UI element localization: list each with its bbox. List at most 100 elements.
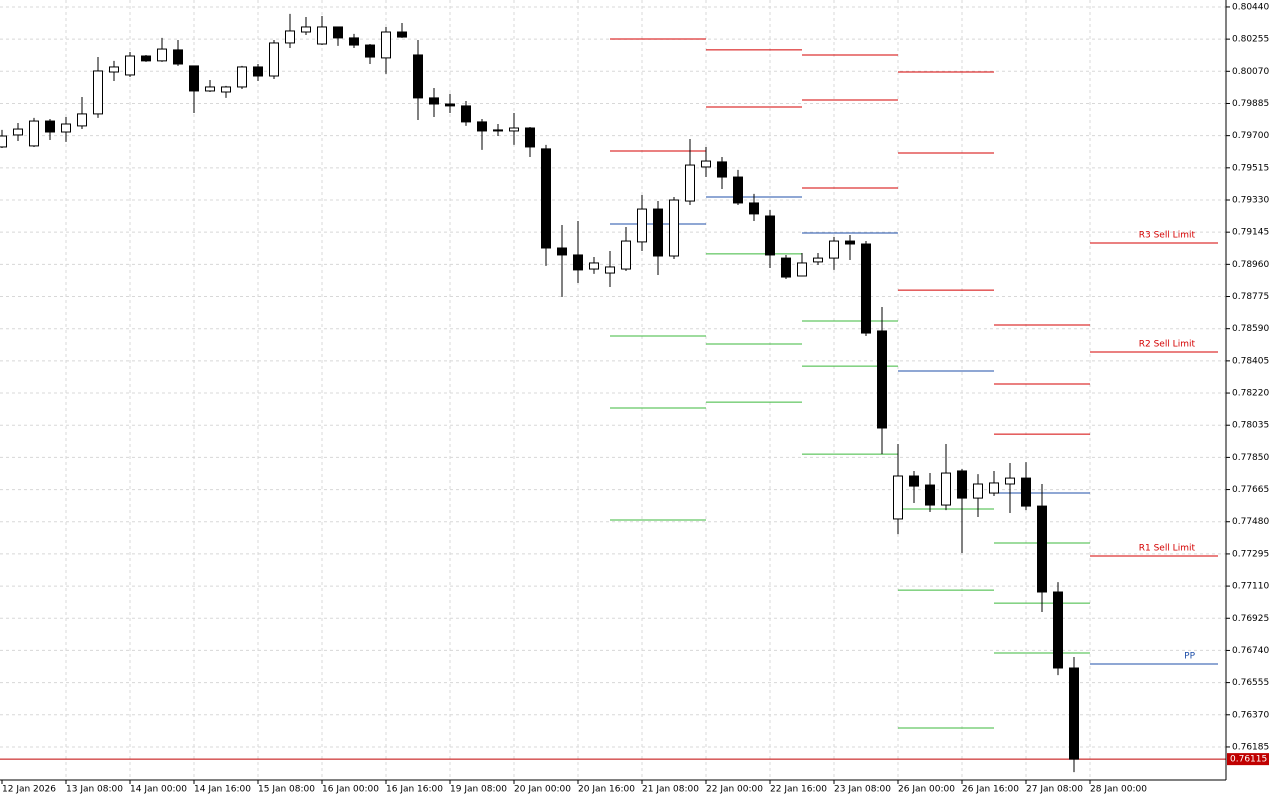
candle-body — [157, 48, 167, 62]
y-tick-label: 0.77850 — [1232, 453, 1269, 463]
candle-body — [253, 66, 263, 77]
candle-body — [1069, 667, 1079, 760]
candle-body — [141, 55, 151, 62]
x-tick-label: 21 Jan 08:00 — [642, 785, 699, 795]
candle-body — [541, 148, 551, 249]
candle-body — [781, 257, 791, 278]
x-tick-label: 22 Jan 16:00 — [770, 785, 827, 795]
candle-body — [1021, 477, 1031, 507]
y-tick-label: 0.79515 — [1232, 163, 1269, 173]
candle-body — [589, 262, 599, 270]
candle-body — [61, 123, 71, 133]
y-tick-label: 0.77295 — [1232, 549, 1269, 559]
x-tick-label: 16 Jan 00:00 — [322, 785, 379, 795]
candle-body — [557, 247, 567, 256]
candle-body — [77, 113, 87, 127]
candle-body — [189, 65, 199, 92]
candle-body — [397, 31, 407, 38]
candle-body — [845, 240, 855, 245]
x-tick-label: 26 Jan 00:00 — [898, 785, 955, 795]
y-tick-label: 0.76370 — [1232, 710, 1269, 720]
y-tick-label: 0.76555 — [1232, 678, 1269, 688]
candle-body — [413, 54, 423, 99]
candle-body — [269, 42, 279, 77]
current-price-tag — [1227, 753, 1269, 766]
y-tick-label: 0.79700 — [1232, 131, 1269, 141]
y-tick-label: 0.78405 — [1232, 356, 1269, 366]
x-tick-label: 19 Jan 08:00 — [450, 785, 507, 795]
candle-body — [861, 243, 871, 334]
candle-body — [749, 202, 759, 215]
candle-body — [925, 484, 935, 506]
candle-body — [765, 215, 775, 256]
y-tick-label: 0.80070 — [1232, 67, 1269, 77]
candle-body — [285, 30, 295, 44]
candle-body — [381, 31, 391, 59]
current-price-label: 0.76115 — [1230, 755, 1267, 765]
candle-body — [109, 66, 119, 73]
candle-body — [621, 240, 631, 270]
candle-body — [461, 105, 471, 123]
candle-body — [893, 475, 903, 520]
candle-body — [957, 470, 967, 499]
candle-body — [445, 103, 455, 107]
y-tick-label: 0.77110 — [1232, 582, 1269, 592]
pivot-label: PP — [1184, 652, 1195, 662]
candle-body — [477, 121, 487, 132]
candle-body — [701, 160, 711, 168]
y-tick-label: 0.79145 — [1232, 228, 1269, 238]
candle-body — [1037, 505, 1047, 593]
candle-body — [29, 120, 39, 147]
candle-body — [365, 44, 375, 58]
candle-body — [237, 66, 247, 88]
y-tick-label: 0.76185 — [1232, 742, 1269, 752]
candle-body — [1005, 477, 1015, 485]
candle-body — [205, 86, 215, 92]
y-tick-label: 0.79885 — [1232, 99, 1269, 109]
candle-body — [173, 49, 183, 65]
candle-body — [605, 266, 615, 274]
x-tick-label: 20 Jan 00:00 — [514, 785, 571, 795]
pivot-label: R1 Sell Limit — [1139, 544, 1196, 554]
candle-body — [493, 129, 503, 132]
candle-body — [93, 70, 103, 115]
y-tick-label: 0.78960 — [1232, 260, 1269, 270]
candle-body — [733, 176, 743, 204]
candle-body — [813, 257, 823, 263]
candle-body — [573, 254, 583, 271]
candle-body — [829, 240, 839, 259]
y-tick-label: 0.77665 — [1232, 485, 1269, 495]
candle-body — [429, 97, 439, 105]
candle-body — [525, 127, 535, 148]
y-tick-label: 0.80255 — [1232, 35, 1269, 45]
y-tick-label: 0.79330 — [1232, 196, 1269, 206]
candle-body — [509, 127, 519, 132]
candle-body — [13, 128, 23, 136]
x-tick-label: 23 Jan 08:00 — [834, 785, 891, 795]
x-tick-label: 15 Jan 08:00 — [258, 785, 315, 795]
pivot-label: R3 Sell Limit — [1139, 230, 1196, 240]
x-tick-label: 28 Jan 00:00 — [1090, 785, 1147, 795]
x-tick-label: 14 Jan 16:00 — [194, 785, 251, 795]
x-tick-label: 20 Jan 16:00 — [578, 785, 635, 795]
candle-body — [637, 208, 647, 243]
candle-body — [877, 330, 887, 429]
candle-body — [941, 472, 951, 506]
candle-body — [317, 26, 327, 45]
y-tick-label: 0.76740 — [1232, 646, 1269, 656]
candle-body — [989, 482, 999, 494]
y-tick-label: 0.77480 — [1232, 517, 1269, 527]
candle-body — [301, 26, 311, 33]
candle-body — [717, 161, 727, 178]
candle-body — [797, 262, 807, 277]
x-tick-label: 13 Jan 08:00 — [66, 785, 123, 795]
x-tick-label: 26 Jan 16:00 — [962, 785, 1019, 795]
candle-body — [221, 86, 231, 93]
y-tick-label: 0.80440 — [1232, 2, 1269, 12]
candle-body — [0, 135, 7, 148]
y-tick-label: 0.78035 — [1232, 421, 1269, 431]
pivot-label: R2 Sell Limit — [1139, 340, 1196, 350]
